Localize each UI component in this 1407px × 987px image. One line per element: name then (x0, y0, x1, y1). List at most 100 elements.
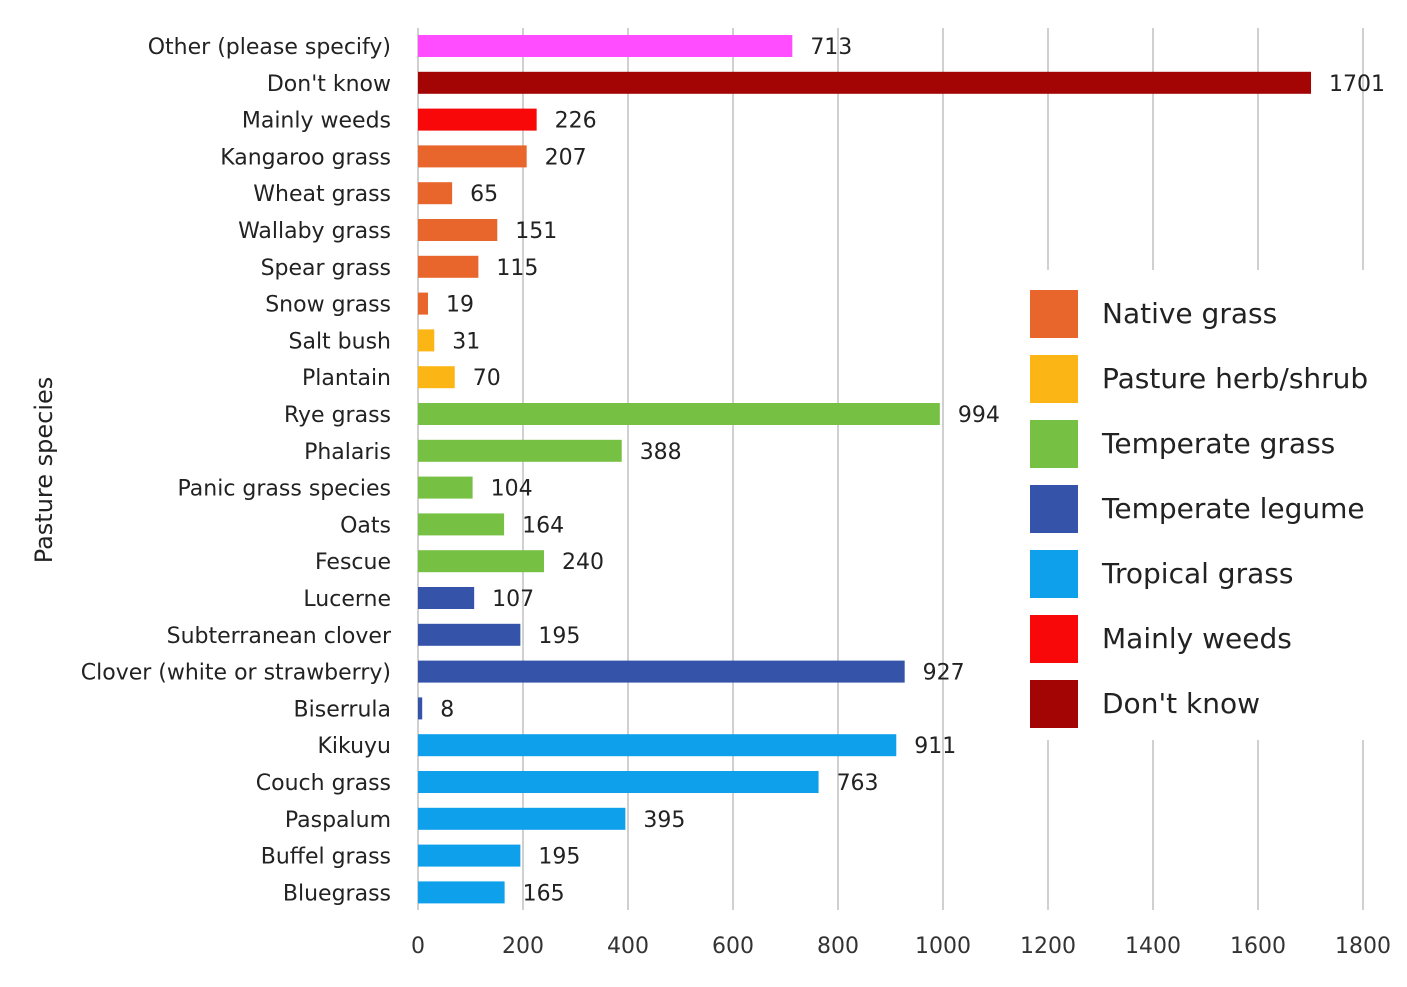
bar (418, 476, 473, 499)
category-label: Other (please specify) (148, 35, 391, 60)
category-label: Spear grass (261, 256, 391, 281)
data-label: 1701 (1329, 72, 1385, 97)
data-label: 713 (810, 35, 852, 60)
legend-swatch (1030, 355, 1078, 403)
bar (418, 403, 940, 425)
legend-label: Don't know (1102, 687, 1260, 720)
data-label: 911 (914, 734, 956, 759)
category-label: Couch grass (256, 771, 391, 796)
legend-label: Native grass (1102, 297, 1277, 330)
category-label: Bluegrass (283, 881, 391, 906)
data-label: 115 (496, 256, 538, 281)
x-tick-label: 800 (817, 934, 859, 959)
data-label: 763 (837, 771, 879, 796)
bar (418, 587, 475, 609)
category-label: Plantain (302, 366, 391, 391)
category-label: Clover (white or strawberry) (81, 661, 391, 686)
category-label: Wheat grass (253, 182, 391, 207)
category-label: Buffel grass (261, 845, 391, 870)
bar (418, 660, 905, 683)
data-label: 195 (538, 845, 580, 870)
legend-swatch (1030, 680, 1078, 728)
x-tick-label: 1800 (1335, 934, 1391, 959)
bar (418, 182, 453, 205)
legend-swatch (1030, 615, 1078, 663)
legend: Native grass Pasture herb/shrub Temperate … (1030, 290, 1368, 728)
x-tick-label: 1200 (1020, 934, 1076, 959)
category-label: Subterranean clover (167, 624, 392, 649)
data-label: 104 (491, 477, 533, 502)
bar (418, 71, 1312, 94)
data-label: 65 (470, 182, 498, 207)
bar (418, 513, 505, 536)
x-tick-label: 600 (712, 934, 754, 959)
category-label: Kikuyu (317, 734, 391, 759)
legend-swatch (1030, 290, 1078, 338)
category-label: Panic grass species (178, 477, 391, 502)
legend-label: Tropical grass (1101, 557, 1293, 590)
bar (418, 623, 521, 646)
data-label: 226 (555, 109, 597, 134)
data-label: 164 (522, 513, 564, 538)
legend-swatch (1030, 550, 1078, 598)
bar (418, 35, 793, 57)
bar (418, 366, 455, 389)
data-label: 31 (452, 329, 480, 354)
legend-label: Mainly weeds (1102, 622, 1292, 655)
bar (418, 844, 521, 867)
category-label: Paspalum (285, 808, 391, 833)
bars (418, 35, 1312, 904)
bar (418, 108, 537, 131)
data-label: 395 (643, 808, 685, 833)
data-label: 994 (958, 403, 1000, 428)
value-labels: 713 1701 226 207 65 151 115 19 31 70 994 388 104 164 2… (440, 35, 1385, 906)
legend-swatch (1030, 420, 1078, 468)
legend-swatch (1030, 485, 1078, 533)
category-label: Wallaby grass (238, 219, 391, 244)
data-label: 207 (545, 145, 587, 170)
bar (418, 771, 819, 793)
category-label: Phalaris (304, 440, 391, 465)
category-label: Oats (340, 513, 391, 538)
data-label: 19 (446, 293, 474, 318)
x-tick-label: 400 (607, 934, 649, 959)
bar (418, 439, 622, 462)
legend-label: Temperate grass (1101, 427, 1335, 460)
x-tick-label: 1000 (915, 934, 971, 959)
data-label: 8 (440, 697, 454, 722)
category-label: Snow grass (265, 293, 391, 318)
category-label: Kangaroo grass (220, 145, 391, 170)
bar (418, 329, 435, 352)
category-label: Mainly weeds (242, 109, 391, 134)
bar (418, 734, 897, 757)
y-axis-title: Pasture species (30, 377, 58, 564)
x-tick-label: 1600 (1230, 934, 1286, 959)
legend-label: Pasture herb/shrub (1102, 362, 1368, 395)
bar (418, 807, 626, 830)
bar (418, 255, 479, 278)
category-label: Rye grass (284, 403, 391, 428)
category-label: Fescue (315, 550, 391, 575)
category-label: Don't know (267, 72, 391, 97)
category-label: Salt bush (289, 329, 392, 354)
data-label: 151 (515, 219, 557, 244)
category-label: Lucerne (303, 587, 391, 612)
bar (418, 881, 505, 904)
data-label: 165 (523, 881, 565, 906)
data-label: 195 (538, 624, 580, 649)
bar (418, 145, 527, 168)
data-label: 107 (492, 587, 534, 612)
bar (418, 697, 423, 720)
legend-label: Temperate legume (1101, 492, 1365, 525)
x-tick-label: 0 (411, 934, 425, 959)
x-tick-label: 1400 (1125, 934, 1181, 959)
data-label: 927 (923, 661, 965, 686)
data-label: 240 (562, 550, 604, 575)
bar (418, 219, 498, 241)
x-axis-tick-labels: 0 200 400 600 800 1000 1200 1400 1600 1800 (411, 934, 1391, 959)
bar (418, 550, 544, 573)
category-labels: Other (please specify) Don't know Mainly w… (81, 35, 392, 906)
data-label: 70 (473, 366, 501, 391)
category-label: Biserrula (294, 697, 391, 722)
